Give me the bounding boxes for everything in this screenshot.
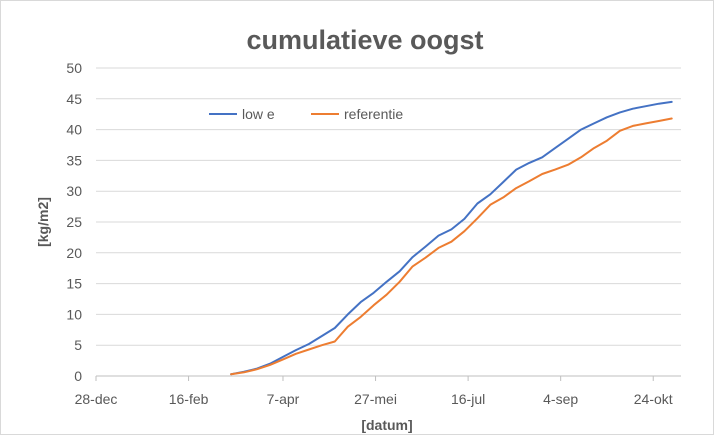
- x-tick-label: 24-okt: [634, 391, 673, 407]
- y-tick-label: 5: [74, 337, 82, 353]
- y-axis-label: [kg/m2]: [35, 197, 51, 247]
- series-line-referentie: [231, 119, 672, 375]
- y-tick-label: 25: [66, 214, 82, 230]
- x-tick-label: 16-feb: [169, 391, 209, 407]
- x-tick-label: 7-apr: [267, 391, 300, 407]
- y-tick-labels: 0 5 10 15 20 25 30 35 40 45 50: [66, 60, 82, 384]
- x-tick-labels: 28-dec 16-feb 7-apr 27-mei 16-jul 4-sep 24-okt: [75, 391, 673, 407]
- legend: low e referentie: [209, 106, 403, 122]
- x-tick-label: 16-jul: [451, 391, 485, 407]
- legend-label-referentie: referentie: [344, 106, 403, 122]
- y-tick-label: 20: [66, 245, 82, 261]
- x-tick-label: 4-sep: [543, 391, 578, 407]
- y-tick-label: 45: [66, 91, 82, 107]
- y-tick-label: 35: [66, 152, 82, 168]
- y-tick-label: 40: [66, 122, 82, 138]
- y-tick-label: 10: [66, 306, 82, 322]
- x-tick-label: 27-mei: [354, 391, 397, 407]
- series-lines: [231, 102, 672, 374]
- series-line-low-e: [231, 102, 672, 374]
- y-tick-label: 15: [66, 276, 82, 292]
- x-axis-label: [datum]: [361, 417, 412, 433]
- y-tick-label: 50: [66, 60, 82, 76]
- y-tick-label: 30: [66, 183, 82, 199]
- y-tick-label: 0: [74, 368, 82, 384]
- x-tick-label: 28-dec: [75, 391, 118, 407]
- legend-label-low-e: low e: [242, 106, 275, 122]
- chart-title: cumulatieve oogst: [246, 25, 483, 55]
